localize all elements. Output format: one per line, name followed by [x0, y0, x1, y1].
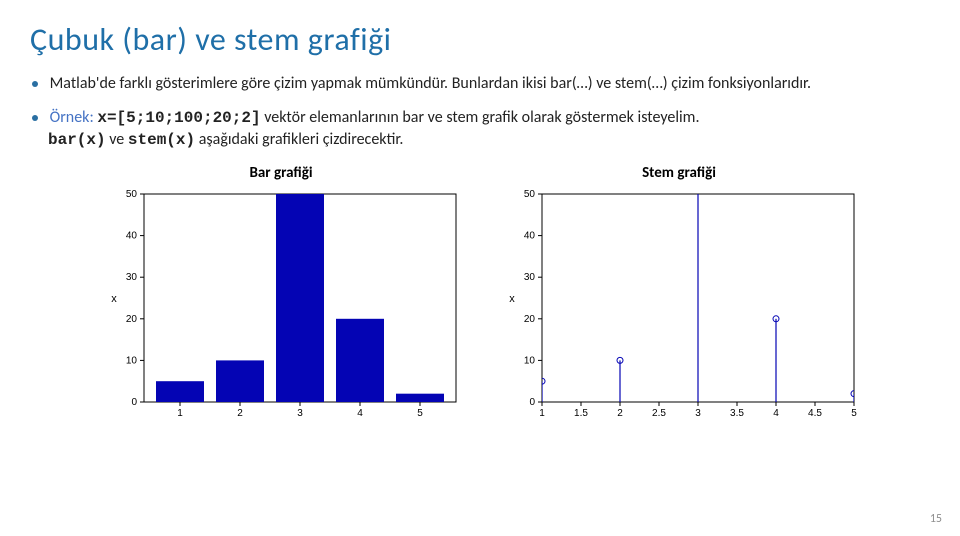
example-code: x=[5;10;100;20;2]: [97, 109, 260, 127]
svg-text:10: 10: [524, 355, 536, 366]
paragraph-1: Matlab'de farklı gösterimlere göre çizim…: [48, 73, 930, 95]
paragraph-example: Örnek: x=[5;10;100;20;2] vektör elemanla…: [48, 107, 930, 152]
bullet-icon: [32, 81, 38, 87]
svg-text:4: 4: [357, 408, 363, 419]
example-rest2: aşağıdaki grafikleri çizdirecektir.: [199, 130, 404, 149]
bar-chart: 0 10 20 30 40 50 1 2 3 4 5 x: [96, 186, 466, 426]
stem-chart-title: Stem grafiği: [642, 164, 716, 182]
svg-text:x: x: [111, 293, 117, 305]
svg-text:40: 40: [126, 230, 138, 241]
example-rest1: vektör elemanlarının bar ve stem grafik …: [264, 108, 699, 127]
svg-text:5: 5: [417, 408, 423, 419]
page-title: Çubuk (bar) ve stem grafiği: [30, 20, 930, 59]
bar-chart-block: Bar grafiği 0 10 20 30 40 50 1 2 3 4 5 x: [96, 164, 466, 426]
svg-text:1: 1: [177, 408, 183, 419]
svg-text:30: 30: [524, 272, 536, 283]
svg-text:50: 50: [126, 189, 138, 200]
bullet-icon: [32, 115, 38, 121]
stem-chart: 0 10 20 30 40 50 1 1.5 2 2.5 3 3.5 4 4.5 5 x: [494, 186, 864, 426]
example-code2a: bar(x): [48, 131, 106, 149]
svg-text:20: 20: [524, 314, 536, 325]
example-mid: ve: [109, 130, 128, 149]
bar-chart-title: Bar grafiği: [249, 164, 312, 182]
svg-text:20: 20: [126, 314, 138, 325]
svg-text:2.5: 2.5: [652, 408, 666, 419]
svg-text:0: 0: [131, 397, 137, 408]
svg-text:5: 5: [851, 408, 857, 419]
svg-text:10: 10: [126, 355, 138, 366]
svg-text:4.5: 4.5: [808, 408, 822, 419]
svg-text:3: 3: [695, 408, 701, 419]
svg-text:3: 3: [297, 408, 303, 419]
svg-text:30: 30: [126, 272, 138, 283]
svg-text:0: 0: [529, 397, 535, 408]
svg-text:1.5: 1.5: [574, 408, 588, 419]
svg-text:2: 2: [237, 408, 243, 419]
charts-row: Bar grafiği 0102030405012345x Stem grafi…: [30, 164, 930, 426]
example-label: Örnek:: [50, 108, 94, 127]
svg-text:40: 40: [524, 230, 536, 241]
svg-text:1: 1: [539, 408, 545, 419]
svg-text:x: x: [509, 293, 515, 305]
stem-chart-block: Stem grafiği 0 10 20 30 40 50 1 1.5 2 2.5 3 3.5 4 4.5…: [494, 164, 864, 426]
para1-text: Matlab'de farklı gösterimlere göre çizim…: [50, 74, 811, 93]
svg-text:4: 4: [773, 408, 779, 419]
example-code2b: stem(x): [128, 131, 195, 149]
page-number: 15: [930, 512, 942, 526]
svg-text:50: 50: [524, 189, 536, 200]
svg-text:3.5: 3.5: [730, 408, 744, 419]
svg-text:2: 2: [617, 408, 623, 419]
